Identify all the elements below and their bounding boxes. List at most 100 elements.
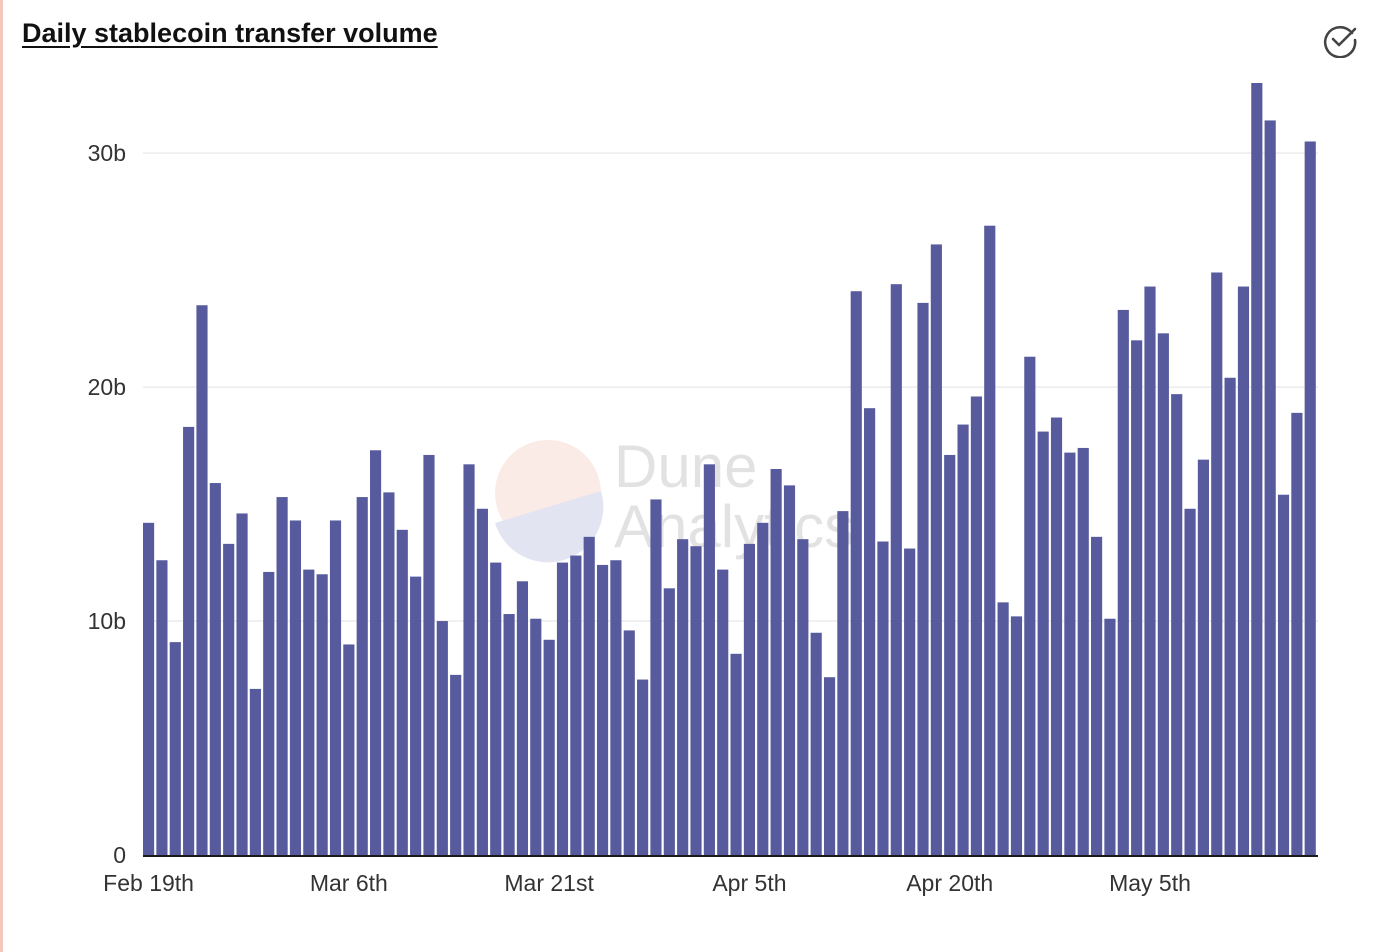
bar[interactable] [1131,340,1143,856]
check-circle-icon[interactable] [1322,22,1358,58]
bar[interactable] [984,225,996,855]
bar[interactable] [143,522,155,855]
bar[interactable] [1251,83,1263,855]
bar[interactable] [556,562,569,855]
bar[interactable] [463,464,475,855]
bar[interactable] [156,560,168,855]
bar[interactable] [423,454,435,855]
bar[interactable] [356,497,368,855]
bar[interactable] [970,396,982,855]
bar[interactable] [757,522,769,855]
bar[interactable] [1291,412,1303,855]
bar[interactable] [1171,394,1183,855]
bar[interactable] [770,469,782,855]
bar[interactable] [396,529,408,855]
bar[interactable] [917,302,929,855]
bar[interactable] [637,679,649,855]
bar[interactable] [1304,141,1316,856]
chart-title[interactable]: Daily stablecoin transfer volume [22,18,438,48]
bar[interactable] [1037,431,1049,855]
bar[interactable] [596,564,609,855]
bar[interactable] [196,305,208,855]
bar[interactable] [944,454,956,855]
bar[interactable] [1077,447,1089,855]
bar[interactable] [1091,536,1103,855]
bar[interactable] [1144,286,1156,855]
bar[interactable] [583,536,595,855]
bar[interactable] [610,560,622,855]
bar[interactable] [1197,459,1209,855]
y-tick-label: 10b [88,608,126,634]
bar[interactable] [183,426,195,855]
bar[interactable] [543,639,555,855]
bar[interactable] [690,546,702,855]
bar[interactable] [743,543,755,855]
bar[interactable] [810,632,822,855]
bar[interactable] [1237,286,1250,855]
bar[interactable] [1157,333,1169,855]
y-axis-labels: 0 10b 20b 30b [88,140,126,868]
bar[interactable] [663,588,675,855]
bar[interactable] [503,614,515,855]
bar[interactable] [249,688,261,855]
bar[interactable] [476,508,488,855]
x-axis-labels: Feb 19th Mar 6th Mar 21st Apr 5th Apr 20th Ma… [103,870,1191,896]
bar[interactable] [677,539,689,855]
y-tick-label: 0 [113,842,126,868]
bar[interactable] [236,513,248,855]
bar[interactable] [1010,616,1023,855]
x-tick-label: Feb 19th [103,870,194,896]
bar[interactable] [223,543,235,855]
bar[interactable] [783,485,796,855]
bar[interactable] [1050,417,1063,855]
bar[interactable] [209,483,221,855]
bar[interactable] [837,511,849,855]
bar[interactable] [289,520,302,855]
bar[interactable] [343,644,355,855]
bar[interactable] [570,555,582,855]
bar[interactable] [890,284,902,855]
bar[interactable] [316,574,328,855]
bar[interactable] [1184,508,1196,855]
bar[interactable] [703,464,715,855]
bar[interactable] [1064,452,1076,855]
bar[interactable] [1224,377,1236,855]
bar[interactable] [1117,309,1129,855]
bar[interactable] [530,618,542,855]
bar[interactable] [303,569,315,855]
bar[interactable] [930,244,942,856]
bar[interactable] [169,642,181,855]
y-tick-label: 20b [88,374,126,400]
bar[interactable] [1104,618,1116,855]
bar[interactable] [823,677,836,855]
bar[interactable] [1277,494,1290,855]
bar[interactable] [490,562,502,855]
bar[interactable] [1264,120,1276,856]
bar[interactable] [904,548,916,855]
bar[interactable] [1211,272,1223,855]
bar[interactable] [650,499,662,855]
x-tick-label: Apr 20th [906,870,993,896]
bar[interactable] [730,653,742,855]
bar[interactable] [450,674,462,855]
bar[interactable] [383,492,395,855]
bar[interactable] [516,581,529,855]
bar[interactable] [957,424,969,855]
bar[interactable] [436,621,448,855]
bar[interactable] [623,630,635,855]
watermark-logo-bottom [495,491,604,563]
bar[interactable] [329,520,342,855]
watermark-text-dune: Dune [614,433,757,500]
bar[interactable] [410,576,422,855]
bar[interactable] [877,541,889,855]
bar[interactable] [263,571,275,855]
bar[interactable] [864,408,876,855]
bar[interactable] [276,497,288,855]
bar[interactable] [717,569,729,855]
bar[interactable] [850,291,862,856]
bar[interactable] [1024,356,1036,855]
bar[interactable] [797,539,809,855]
bar[interactable] [369,450,382,855]
bar[interactable] [997,602,1009,855]
